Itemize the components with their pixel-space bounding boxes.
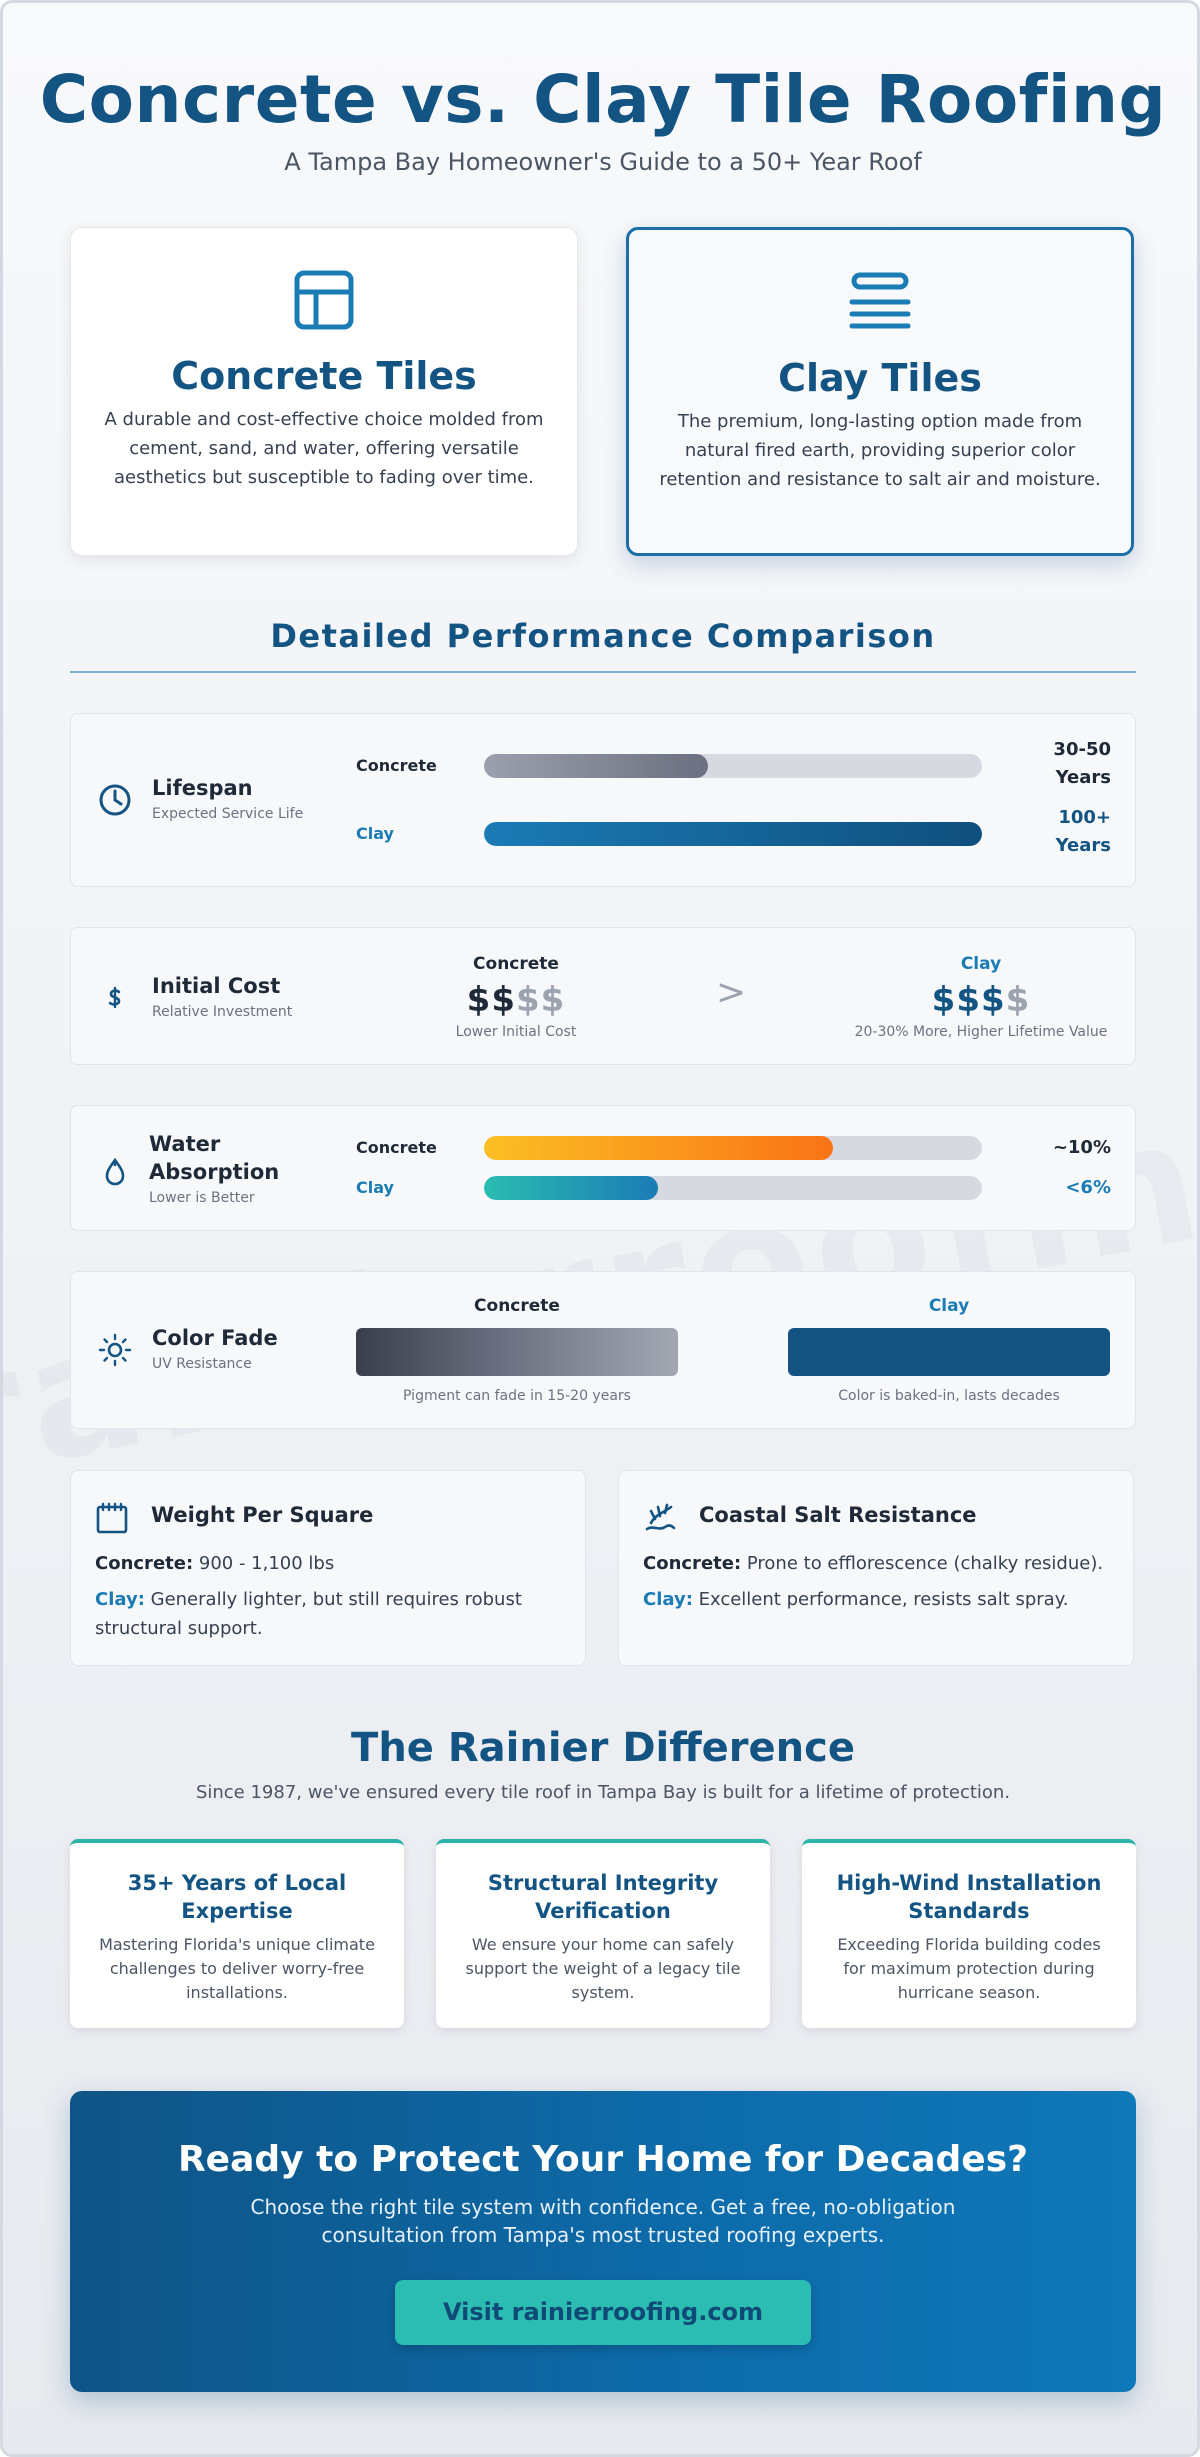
- lifespan-concrete-bar: [484, 754, 709, 778]
- fade-concrete-heading: Concrete: [474, 1296, 560, 1316]
- dollar-icon: [108, 986, 121, 1009]
- fade-concrete-note: Pigment can fade in 15-20 years: [403, 1388, 631, 1404]
- fade-clay-swatch: [788, 1328, 1110, 1376]
- cost-concrete-dollars: $$$$: [466, 980, 566, 1020]
- difference-card-title: High-Wind Installation Standards: [836, 1871, 1102, 1923]
- page-subtitle: A Tampa Bay Homeowner's Guide to a 50+ Y…: [284, 148, 922, 176]
- salt-clay-line: Clay: Excellent performance, resists sal…: [643, 1589, 1069, 1610]
- cost-comparator: >: [716, 972, 747, 1013]
- difference-card-expertise: 35+ Years of Local Expertise Mastering F…: [70, 1839, 404, 2028]
- water-absorption-subtitle: Lower is Better: [149, 1190, 255, 1206]
- water-concrete-value: ~10%: [1052, 1137, 1111, 1158]
- cta-banner: Ready to Protect Your Home for Decades? …: [70, 2091, 1136, 2392]
- water-clay-value: <6%: [1065, 1177, 1111, 1198]
- water-clay-track: [484, 1176, 982, 1200]
- clay-tiles-description: The premium, long-lasting option made fr…: [659, 411, 1101, 490]
- lifespan-subtitle: Expected Service Life: [152, 806, 304, 822]
- initial-cost-row: Initial Cost Relative Investment Concret…: [70, 927, 1136, 1065]
- lifespan-clay-label: Clay: [356, 824, 394, 843]
- difference-title: The Rainier Difference: [351, 1725, 855, 1771]
- difference-card-text: Mastering Florida's unique climate chall…: [99, 1935, 375, 2002]
- difference-card-text: Exceeding Florida building codes for max…: [837, 1935, 1101, 2002]
- lifespan-clay-bar: [484, 822, 982, 846]
- weight-title: Weight Per Square: [151, 1503, 374, 1527]
- salt-resistance-title: Coastal Salt Resistance: [699, 1503, 977, 1527]
- lifespan-clay-value: 100+ Years: [1055, 807, 1111, 856]
- clay-tiles-card: Clay Tiles The premium, long-lasting opt…: [626, 227, 1134, 556]
- water-clay-bar: [484, 1176, 659, 1200]
- visit-website-button[interactable]: Visit rainierroofing.com: [395, 2280, 811, 2345]
- initial-cost-subtitle: Relative Investment: [152, 1004, 293, 1020]
- color-fade-subtitle: UV Resistance: [152, 1356, 252, 1372]
- salt-resistance-card: Coastal Salt Resistance Concrete: Prone …: [618, 1470, 1134, 1666]
- lifespan-concrete-track: [484, 754, 982, 778]
- coastal-wave-icon: [645, 1503, 676, 1531]
- cost-clay-dollars: $$$$: [931, 980, 1031, 1020]
- page-title: Concrete vs. Clay Tile Roofing: [39, 61, 1167, 138]
- grid-tile-icon: [294, 270, 354, 330]
- cta-title: Ready to Protect Your Home for Decades?: [177, 2139, 1029, 2180]
- weight-clay-line: Clay: Generally lighter, but still requi…: [95, 1589, 522, 1639]
- water-absorption-title: Water Absorption: [149, 1132, 280, 1184]
- weight-calendar-icon: [96, 1502, 128, 1534]
- color-fade-row: Color Fade UV Resistance Concrete Pigmen…: [70, 1271, 1136, 1429]
- water-concrete-track: [484, 1136, 982, 1160]
- fade-concrete-swatch: [356, 1328, 678, 1376]
- salt-concrete-line: Concrete: Prone to efflorescence (chalky…: [643, 1553, 1104, 1574]
- clay-tiles-title: Clay Tiles: [778, 356, 982, 400]
- lifespan-row: Lifespan Expected Service Life Concrete …: [70, 713, 1136, 887]
- difference-card-title: 35+ Years of Local Expertise: [127, 1871, 347, 1923]
- concrete-tiles-description: A durable and cost-effective choice mold…: [104, 409, 544, 488]
- difference-card-title: Structural Integrity Verification: [487, 1871, 719, 1923]
- fade-clay-heading: Clay: [928, 1296, 970, 1316]
- difference-card-high-wind: High-Wind Installation Standards Exceedi…: [802, 1839, 1136, 2028]
- water-concrete-label: Concrete: [356, 1138, 437, 1157]
- cost-clay-note: 20-30% More, Higher Lifetime Value: [854, 1024, 1108, 1040]
- water-clay-label: Clay: [356, 1178, 394, 1197]
- comparison-title: Detailed Performance Comparison: [270, 617, 936, 655]
- clock-icon: [99, 784, 131, 816]
- weight-concrete-line: Concrete: 900 - 1,100 lbs: [95, 1553, 335, 1574]
- difference-subtitle: Since 1987, we've ensured every tile roo…: [195, 1782, 1011, 1803]
- cost-concrete-heading: Concrete: [473, 954, 559, 974]
- concrete-tiles-title: Concrete Tiles: [171, 354, 477, 398]
- sun-icon: [98, 1333, 132, 1367]
- cta-text: Choose the right tile system with confid…: [250, 2195, 956, 2247]
- difference-card-text: We ensure your home can safely support t…: [465, 1935, 741, 2002]
- section-divider: [70, 671, 1136, 673]
- lifespan-concrete-value: 30-50 Years: [1053, 739, 1111, 788]
- stacked-layers-icon: [849, 272, 911, 329]
- color-fade-title: Color Fade: [152, 1326, 278, 1350]
- water-concrete-bar: [484, 1136, 833, 1160]
- fade-clay-note: Color is baked-in, lasts decades: [838, 1388, 1060, 1404]
- water-absorption-row: Water Absorption Lower is Better Concret…: [70, 1105, 1136, 1231]
- difference-card-structural: Structural Integrity Verification We ens…: [436, 1839, 770, 2028]
- lifespan-clay-track: [484, 822, 982, 846]
- cost-concrete-note: Lower Initial Cost: [455, 1024, 577, 1040]
- cost-clay-heading: Clay: [960, 954, 1002, 974]
- initial-cost-title: Initial Cost: [152, 974, 281, 998]
- lifespan-concrete-label: Concrete: [356, 756, 437, 775]
- lifespan-title: Lifespan: [152, 776, 253, 800]
- weight-card: Weight Per Square Concrete: 900 - 1,100 …: [70, 1470, 586, 1666]
- concrete-tiles-card: Concrete Tiles A durable and cost-effect…: [70, 227, 578, 556]
- water-drop-icon: [105, 1157, 125, 1186]
